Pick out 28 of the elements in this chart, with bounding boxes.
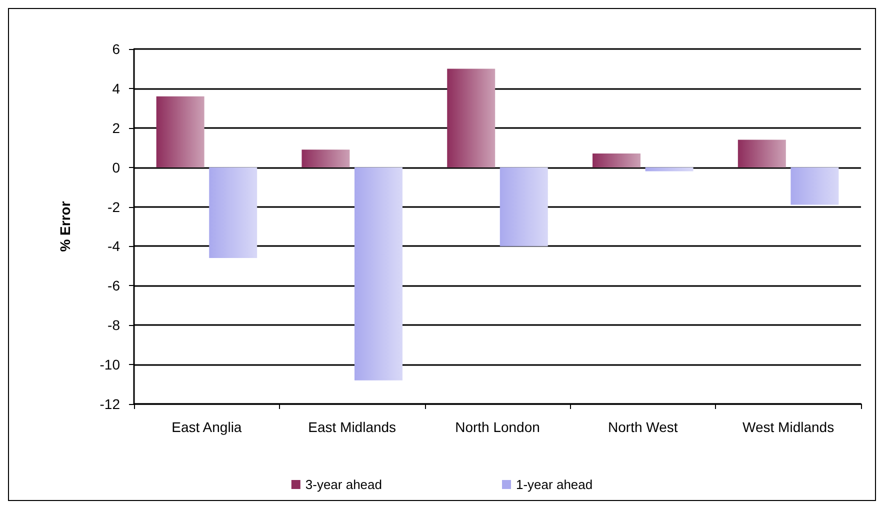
bar: [156, 96, 204, 168]
x-tick-label: North West: [608, 419, 678, 435]
legend-label: 1-year ahead: [516, 477, 593, 492]
bar: [500, 167, 548, 246]
y-tick-label: 2: [112, 120, 120, 136]
y-tick-label: -10: [100, 356, 120, 373]
y-tick-label: -4: [108, 238, 120, 254]
legend-label: 3-year ahead: [305, 477, 382, 492]
x-tick-label: East Midlands: [308, 419, 396, 435]
bar: [645, 167, 694, 172]
bar: [592, 154, 640, 168]
y-tick-label: 0: [112, 159, 120, 176]
x-tick-label: East Anglia: [172, 419, 242, 435]
bar: [302, 150, 350, 168]
y-tick-label: 6: [112, 41, 120, 57]
y-tick-label: 4: [112, 80, 120, 96]
x-tick-label: North London: [455, 419, 540, 435]
bar: [738, 140, 786, 168]
bar: [209, 167, 258, 258]
y-tick-label: -12: [100, 396, 120, 412]
bar: [790, 167, 839, 205]
y-tick-label: -6: [108, 278, 120, 294]
x-tick-label: West Midlands: [742, 419, 834, 435]
y-tick-label: -2: [108, 198, 120, 215]
bar: [447, 68, 496, 168]
y-axis-title: % Error: [57, 200, 73, 252]
bar: [354, 167, 402, 380]
y-tick-label: -8: [108, 317, 120, 334]
